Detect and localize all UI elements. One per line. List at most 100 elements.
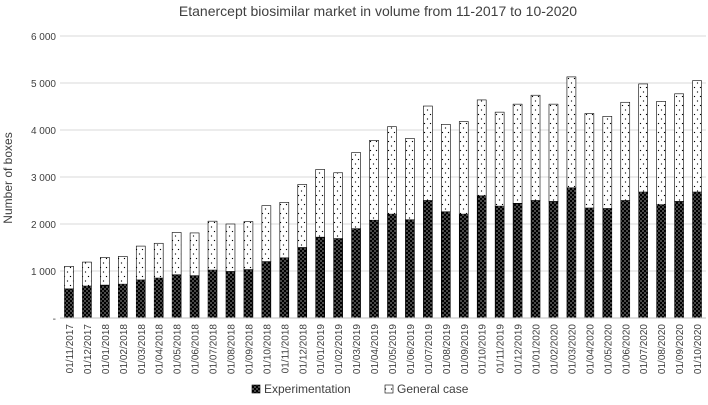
bar-experimentation [584, 207, 595, 319]
y-tick-label: 3 000 [31, 173, 56, 184]
bar-experimentation [476, 195, 487, 319]
bars [64, 76, 702, 319]
x-tick-label: 01/02/2018 [119, 324, 130, 374]
x-tick-label: 01/07/2018 [209, 324, 220, 374]
bar-general-case [189, 232, 200, 276]
bar-general-case [620, 101, 631, 201]
bar-general-case [387, 126, 397, 215]
y-tick-label: 1 000 [31, 267, 56, 278]
bar-general-case [566, 76, 577, 189]
bar-experimentation [189, 275, 200, 319]
x-tick-label: 01/08/2019 [442, 324, 453, 374]
bar-general-case [476, 99, 487, 197]
bar-general-case [423, 105, 433, 201]
bar-general-case [207, 220, 218, 271]
x-tick-label: 01/12/2019 [514, 324, 525, 374]
x-tick-label: 01/12/2017 [83, 324, 94, 374]
bar-experimentation [387, 213, 397, 319]
bar-general-case [584, 113, 595, 209]
x-tick-label: 01/11/2018 [280, 324, 291, 374]
bar-experimentation [405, 219, 415, 319]
bar-general-case [692, 80, 702, 193]
bar-general-case [279, 202, 290, 259]
bar-experimentation [171, 274, 182, 319]
bar-general-case [405, 138, 415, 221]
bar-experimentation [243, 269, 254, 319]
x-tick-label: 01/09/2019 [460, 324, 471, 374]
bar-general-case [100, 257, 110, 286]
bar-experimentation [458, 213, 469, 319]
x-tick-label: 01/02/2020 [549, 324, 560, 374]
bar-experimentation [64, 288, 74, 319]
bar-experimentation [279, 257, 290, 319]
bar-experimentation [423, 200, 433, 319]
x-tick-label: 01/05/2019 [388, 324, 399, 374]
bar-general-case [674, 93, 684, 202]
bar-general-case [494, 111, 505, 207]
x-tick-label: 01/04/2019 [370, 324, 381, 374]
bar-experimentation [638, 191, 648, 319]
bar-experimentation [351, 228, 361, 319]
bar-general-case [243, 221, 254, 270]
x-tick-label: 01/08/2018 [226, 324, 237, 374]
bar-general-case [512, 103, 523, 204]
bar-general-case [369, 140, 379, 221]
bar-experimentation [225, 271, 236, 319]
bar-experimentation [548, 201, 559, 319]
x-tick-label: 01/10/2020 [693, 324, 704, 374]
bar-general-case [638, 83, 648, 193]
bar-general-case [261, 205, 272, 262]
bar-experimentation [674, 201, 684, 319]
bar-general-case [351, 152, 361, 229]
bar-general-case [297, 184, 308, 248]
x-tick-label: 01/11/2019 [496, 324, 507, 374]
x-tick-label: 01/09/2020 [675, 324, 686, 374]
x-tick-label: 01/10/2018 [262, 324, 273, 374]
bar-experimentation [153, 277, 164, 319]
x-tick-label: 01/05/2020 [603, 324, 614, 374]
bar-general-case [82, 261, 92, 287]
bar-experimentation [494, 205, 505, 319]
bar-experimentation [566, 187, 577, 319]
x-tick-label: 01/02/2019 [334, 324, 345, 374]
bar-general-case [602, 116, 613, 209]
gridlines [60, 35, 706, 272]
bar-experimentation [261, 261, 272, 319]
bar-general-case [530, 94, 541, 201]
x-tick-label: 01/11/2017 [65, 324, 76, 374]
x-tick-label: 01/07/2020 [639, 324, 650, 374]
bar-experimentation [530, 200, 541, 319]
chart-title: Etanercept biosimilar market in volume f… [179, 3, 577, 19]
x-tick-label: 01/03/2020 [567, 324, 578, 374]
x-tick-label: 01/04/2020 [585, 324, 596, 374]
bar-experimentation [82, 285, 92, 319]
x-axis-ticks: 01/11/2017 01/12/2017 01/01/2018 01/02/2018… [65, 324, 704, 374]
x-tick-label: 01/09/2018 [244, 324, 255, 374]
bar-general-case [225, 223, 236, 272]
bar-general-case [64, 265, 74, 290]
bar-experimentation [369, 219, 379, 319]
x-tick-label: 01/01/2019 [316, 324, 327, 374]
x-tick-label: 01/04/2018 [155, 324, 166, 374]
x-tick-label: 01/06/2018 [191, 324, 202, 374]
bar-general-case [118, 256, 128, 285]
y-tick-label: 5 000 [31, 79, 56, 90]
bar-experimentation [297, 247, 308, 319]
y-tick-label: - [53, 314, 56, 325]
x-tick-label: 01/01/2020 [532, 324, 543, 374]
bar-general-case [548, 103, 559, 202]
bar-experimentation [333, 238, 343, 319]
legend-swatch-experimentation [251, 384, 261, 394]
x-tick-label: 01/03/2019 [352, 324, 363, 374]
x-tick-label: 01/03/2018 [137, 324, 148, 374]
bar-experimentation [656, 204, 666, 319]
bar-experimentation [100, 284, 110, 319]
x-tick-label: 01/06/2019 [406, 324, 417, 374]
bar-experimentation [207, 269, 218, 319]
legend: Experimentation General case [251, 382, 469, 396]
bar-general-case [656, 101, 666, 206]
x-tick-label: 01/12/2018 [298, 324, 309, 374]
y-axis-ticks: - 1 000 2 000 3 000 4 000 5 000 6 000 [31, 32, 56, 325]
legend-label-general-case: General case [397, 382, 469, 396]
